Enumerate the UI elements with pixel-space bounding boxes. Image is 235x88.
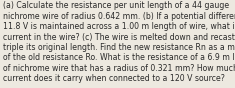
Text: (a) Calculate the resistance per unit length of a 44 gauge
nichrome wire of radi: (a) Calculate the resistance per unit le… — [3, 1, 235, 83]
